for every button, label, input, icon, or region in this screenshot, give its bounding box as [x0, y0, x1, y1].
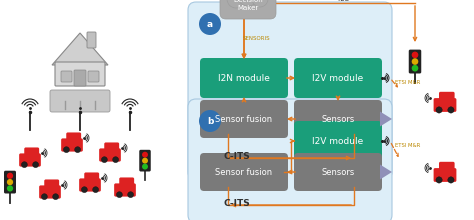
- Circle shape: [53, 194, 59, 200]
- Circle shape: [199, 110, 221, 132]
- Text: Decision: Decision: [233, 0, 263, 3]
- Circle shape: [41, 194, 47, 200]
- FancyBboxPatch shape: [104, 143, 119, 152]
- Circle shape: [82, 187, 87, 193]
- Circle shape: [117, 192, 122, 198]
- Text: ETSI M&R: ETSI M&R: [395, 79, 420, 84]
- Text: C-ITS: C-ITS: [224, 152, 251, 161]
- FancyBboxPatch shape: [24, 147, 39, 157]
- Text: a: a: [207, 20, 213, 29]
- Circle shape: [436, 107, 442, 113]
- FancyBboxPatch shape: [19, 153, 41, 167]
- Polygon shape: [380, 165, 392, 180]
- Circle shape: [412, 65, 419, 72]
- FancyBboxPatch shape: [84, 172, 99, 182]
- FancyBboxPatch shape: [61, 138, 83, 152]
- Circle shape: [448, 107, 454, 113]
- FancyBboxPatch shape: [61, 71, 72, 82]
- FancyBboxPatch shape: [294, 58, 382, 98]
- Circle shape: [252, 0, 268, 7]
- Circle shape: [412, 51, 419, 58]
- Text: I2V module: I2V module: [312, 73, 364, 82]
- Text: Sensors: Sensors: [321, 167, 355, 176]
- FancyBboxPatch shape: [294, 121, 382, 161]
- Circle shape: [199, 13, 221, 35]
- FancyBboxPatch shape: [139, 150, 151, 172]
- FancyBboxPatch shape: [294, 100, 382, 138]
- FancyBboxPatch shape: [188, 2, 392, 180]
- FancyBboxPatch shape: [66, 132, 81, 142]
- FancyBboxPatch shape: [99, 148, 121, 162]
- FancyBboxPatch shape: [200, 58, 288, 98]
- FancyBboxPatch shape: [55, 62, 105, 86]
- Text: ETSI M&R: ETSI M&R: [395, 143, 420, 147]
- FancyBboxPatch shape: [39, 185, 61, 199]
- Circle shape: [436, 177, 442, 183]
- FancyBboxPatch shape: [200, 100, 288, 138]
- Circle shape: [142, 164, 148, 170]
- Circle shape: [7, 179, 13, 185]
- FancyBboxPatch shape: [439, 162, 455, 172]
- Circle shape: [227, 0, 245, 8]
- Text: C-ITS: C-ITS: [224, 198, 251, 207]
- Circle shape: [64, 147, 69, 153]
- FancyBboxPatch shape: [434, 98, 456, 112]
- Circle shape: [237, 0, 259, 6]
- FancyBboxPatch shape: [220, 0, 276, 19]
- Circle shape: [7, 173, 13, 179]
- FancyBboxPatch shape: [200, 153, 288, 191]
- FancyBboxPatch shape: [119, 178, 134, 187]
- Circle shape: [448, 177, 454, 183]
- Text: Sensor fusion: Sensor fusion: [216, 114, 273, 123]
- Circle shape: [21, 162, 27, 168]
- FancyBboxPatch shape: [434, 168, 456, 182]
- Text: Maker: Maker: [237, 5, 259, 11]
- Circle shape: [33, 162, 38, 168]
- FancyBboxPatch shape: [4, 171, 16, 194]
- Text: b: b: [207, 117, 213, 125]
- Text: I2N module: I2N module: [218, 73, 270, 82]
- FancyBboxPatch shape: [88, 71, 99, 82]
- FancyBboxPatch shape: [50, 90, 110, 112]
- FancyBboxPatch shape: [87, 32, 96, 48]
- Text: SENSORIS: SENSORIS: [242, 35, 270, 40]
- Circle shape: [92, 187, 99, 193]
- Text: Sensors: Sensors: [321, 114, 355, 123]
- FancyBboxPatch shape: [294, 153, 382, 191]
- Circle shape: [412, 58, 419, 65]
- Text: Sensor fusion: Sensor fusion: [216, 167, 273, 176]
- Text: TLC: TLC: [336, 0, 349, 2]
- FancyBboxPatch shape: [74, 70, 86, 86]
- Circle shape: [7, 185, 13, 192]
- Circle shape: [74, 147, 81, 153]
- FancyBboxPatch shape: [79, 178, 101, 192]
- Circle shape: [142, 158, 148, 164]
- Circle shape: [113, 157, 118, 163]
- Polygon shape: [380, 112, 392, 126]
- Text: I2V module: I2V module: [312, 136, 364, 145]
- Polygon shape: [52, 33, 108, 65]
- FancyBboxPatch shape: [409, 50, 421, 73]
- FancyBboxPatch shape: [44, 180, 59, 189]
- FancyBboxPatch shape: [188, 99, 392, 220]
- FancyBboxPatch shape: [439, 92, 455, 102]
- Circle shape: [142, 152, 148, 158]
- FancyBboxPatch shape: [114, 183, 136, 197]
- Circle shape: [128, 192, 134, 198]
- Circle shape: [101, 157, 108, 163]
